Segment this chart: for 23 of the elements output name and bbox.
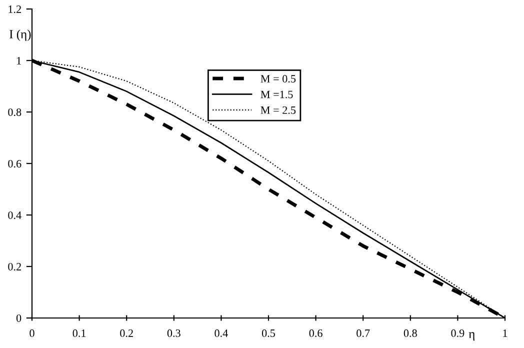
y-tick-label: 0.4 [8, 211, 22, 220]
y-tick-label: 1.2 [8, 5, 21, 14]
x-tick-label: 1 [503, 329, 508, 337]
y-tick-label: 0.8 [8, 108, 22, 116]
x-tick-label: 0.1 [72, 329, 86, 337]
y-tick-label: 0.6 [8, 160, 22, 168]
x-tick-label: 0.9 [451, 329, 464, 337]
x-tick-label: 0.4 [214, 329, 228, 337]
x-tick-label: 0.8 [404, 329, 417, 337]
x-tick-label: 0.5 [262, 329, 276, 337]
x-tick-label: 0.7 [356, 329, 370, 337]
y-tick-label: 0.2 [8, 262, 21, 271]
x-tick-label: 0.6 [309, 329, 322, 337]
x-axis-title: η [468, 332, 475, 341]
x-tick-label: 0.3 [167, 329, 180, 337]
legend-label: M =1.5 [260, 90, 293, 98]
legend-label: M = 0.5 [260, 75, 296, 83]
x-tick-label: 0.2 [120, 329, 133, 337]
legend-label: M = 2.5 [260, 106, 296, 114]
x-tick-label: 0 [30, 329, 34, 337]
y-tick-label: 1 [17, 57, 21, 64]
y-axis-title: I (η) [10, 30, 31, 41]
y-tick-label: 0 [16, 314, 22, 322]
